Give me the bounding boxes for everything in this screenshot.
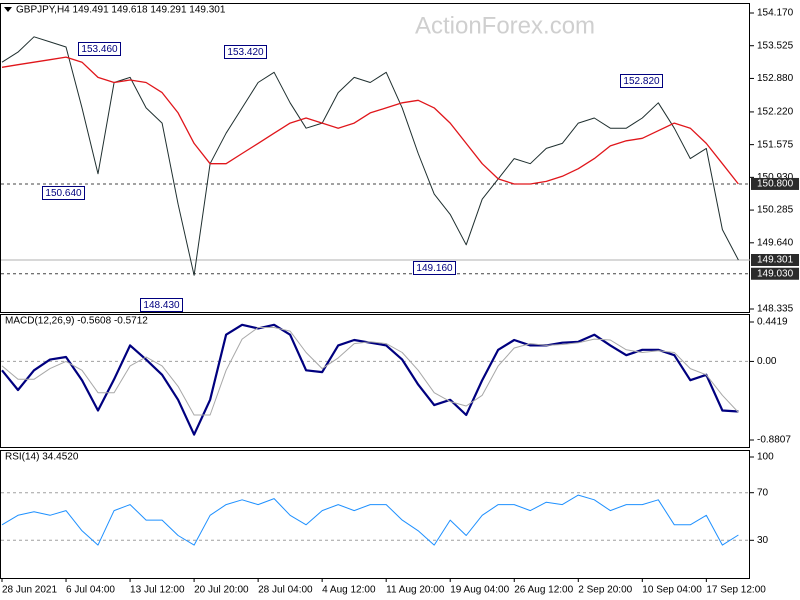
y-tick-label: 150.930 bbox=[757, 172, 794, 183]
annotation-label: 148.430 bbox=[143, 300, 180, 311]
y-tick-label: -0.8807 bbox=[757, 435, 791, 446]
price-tag-label: 150.800 bbox=[757, 179, 794, 190]
y-tick-label: 0.4419 bbox=[757, 317, 788, 328]
panel-title: RSI(14) 34.4520 bbox=[5, 452, 79, 463]
panel-frame bbox=[0, 450, 750, 579]
series-line bbox=[1, 323, 739, 436]
annotation-label: 150.640 bbox=[45, 188, 82, 199]
annotation-box bbox=[224, 45, 267, 59]
y-tick-label: 30 bbox=[757, 535, 769, 546]
annotation-box bbox=[42, 186, 85, 200]
y-tick-label: 152.220 bbox=[757, 107, 794, 118]
watermark: ActionForex.com bbox=[415, 12, 595, 39]
y-tick-label: 153.525 bbox=[757, 40, 794, 51]
annotation-box bbox=[140, 298, 183, 312]
panel-frame bbox=[0, 314, 750, 448]
y-tick-label: 151.575 bbox=[757, 139, 794, 150]
price-tag-label: 149.030 bbox=[757, 268, 794, 279]
annotation-box bbox=[620, 74, 663, 88]
panel-title: GBPJPY,H4 149.491 149.618 149.291 149.30… bbox=[16, 5, 226, 16]
y-tick-label: 70 bbox=[757, 487, 769, 498]
y-tick-label: 150.285 bbox=[757, 205, 794, 216]
annotation-label: 153.420 bbox=[227, 47, 264, 58]
annotation-box bbox=[78, 42, 121, 56]
x-tick-label: 28 Jul 04:00 bbox=[258, 585, 313, 596]
annotation-label: 149.160 bbox=[416, 263, 453, 274]
x-tick-label: 11 Aug 20:00 bbox=[386, 585, 445, 596]
series-line bbox=[1, 327, 739, 416]
x-tick-label: 4 Aug 12:00 bbox=[322, 585, 376, 596]
price-tag bbox=[751, 254, 799, 267]
y-tick-label: 152.880 bbox=[757, 73, 794, 84]
x-tick-label: 17 Sep 12:00 bbox=[706, 585, 766, 596]
price-tag bbox=[751, 267, 799, 280]
x-tick-label: 13 Jul 12:00 bbox=[130, 585, 185, 596]
x-tick-label: 28 Jun 2021 bbox=[2, 585, 57, 596]
series-line bbox=[1, 36, 739, 276]
menu-triangle bbox=[4, 7, 12, 12]
price-tag-label: 149.301 bbox=[757, 255, 794, 266]
annotation-label: 152.820 bbox=[623, 76, 660, 87]
annotation-box bbox=[413, 261, 456, 275]
series-line bbox=[1, 56, 739, 185]
y-tick-label: 0.00 bbox=[757, 356, 777, 367]
x-tick-label: 26 Aug 12:00 bbox=[514, 585, 573, 596]
panel-frame bbox=[0, 3, 750, 313]
x-tick-label: 6 Jul 04:00 bbox=[66, 585, 115, 596]
y-tick-label: 154.170 bbox=[757, 8, 794, 19]
x-tick-label: 19 Aug 04:00 bbox=[450, 585, 509, 596]
y-tick-label: 149.640 bbox=[757, 237, 794, 248]
x-tick-label: 10 Sep 04:00 bbox=[642, 585, 702, 596]
series-line bbox=[1, 494, 739, 546]
price-tag bbox=[751, 177, 799, 190]
y-tick-label: 100 bbox=[757, 452, 774, 463]
x-tick-label: 20 Jul 20:00 bbox=[194, 585, 249, 596]
annotation-label: 153.460 bbox=[81, 44, 118, 55]
panel-title: MACD(12,26,9) -0.5608 -0.5712 bbox=[5, 316, 148, 327]
x-tick-label: 2 Sep 20:00 bbox=[578, 585, 632, 596]
y-tick-label: 148.335 bbox=[757, 304, 794, 315]
